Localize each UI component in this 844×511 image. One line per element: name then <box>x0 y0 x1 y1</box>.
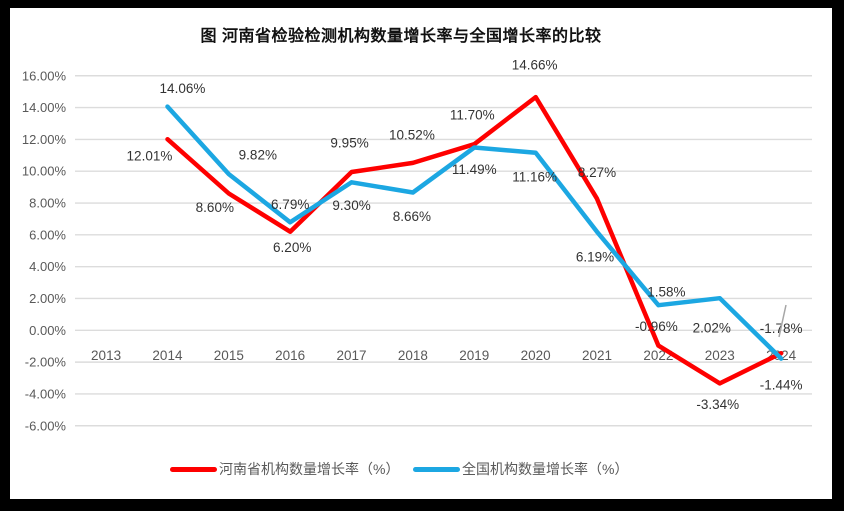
data-label: 9.95% <box>330 136 368 151</box>
data-label: 8.60% <box>196 200 234 215</box>
y-axis-tick-label: 14.00% <box>22 100 67 115</box>
legend-item-national[interactable]: 全国机构数量增长率（%） <box>413 460 628 478</box>
y-axis-tick-label: 12.00% <box>22 132 67 147</box>
series-line-1[interactable] <box>165 104 784 361</box>
x-axis-tick-label: 2023 <box>705 348 735 363</box>
data-label: -0.96% <box>635 319 678 334</box>
x-axis-tick-label: 2017 <box>337 348 367 363</box>
data-label: 12.01% <box>127 149 173 164</box>
y-axis-tick-label: 6.00% <box>29 227 66 242</box>
data-label: 11.70% <box>450 108 495 123</box>
y-axis-tick-label: 10.00% <box>22 164 67 179</box>
data-label: 2.02% <box>693 321 731 336</box>
x-axis-tick-label: 2019 <box>459 348 489 363</box>
x-axis-tick-label: 2020 <box>521 348 551 363</box>
data-label: 9.30% <box>332 198 370 213</box>
y-axis-tick-label: 16.00% <box>22 68 67 83</box>
data-label: -1.44% <box>760 378 803 393</box>
x-axis-tick-label: 2015 <box>214 348 244 363</box>
data-label: 14.66% <box>512 58 558 73</box>
national-series-swatch <box>413 466 460 472</box>
cursor-artifact <box>778 304 787 338</box>
x-axis-tick-label: 2016 <box>275 348 305 363</box>
x-axis-tick-label: 2014 <box>152 348 183 363</box>
data-label: 6.19% <box>576 249 614 264</box>
data-label: -3.34% <box>696 397 739 412</box>
y-axis-tick-label: -6.00% <box>25 418 67 433</box>
data-label: 10.52% <box>389 127 435 142</box>
y-axis-tick-label: -4.00% <box>25 386 67 401</box>
data-label: 9.82% <box>239 148 277 163</box>
x-axis-tick-label: 2021 <box>582 348 612 363</box>
y-axis-tick-label: 8.00% <box>29 196 66 211</box>
data-label: 11.49% <box>452 162 497 177</box>
line-chart-plot-area[interactable]: 16.00% 14.00% 12.00% 10.00% 8.00% 6.00% 4.00% 2… <box>10 8 832 499</box>
data-label: 14.06% <box>160 81 206 96</box>
chart-legend: 河南省机构数量增长率（%） 全国机构数量增长率（%） <box>10 460 832 482</box>
y-axis-tick-label: 4.00% <box>29 259 66 274</box>
y-axis-tick-label: 0.00% <box>29 323 66 338</box>
y-axis-tick-label: -2.00% <box>25 355 67 370</box>
chart-title: 图 河南省检验检测机构数量增长率与全国增长率的比较 <box>200 28 602 45</box>
data-label: 6.79% <box>271 197 309 212</box>
data-label: 8.66% <box>393 209 431 224</box>
legend-label-national: 全国机构数量增长率（%） <box>462 461 629 477</box>
data-label: 8.27% <box>578 165 616 180</box>
legend-item-henan[interactable]: 河南省机构数量增长率（%） <box>170 460 399 478</box>
legend-label-henan: 河南省机构数量增长率（%） <box>219 461 400 477</box>
series-line-0[interactable] <box>165 94 784 386</box>
x-axis-tick-label: 2018 <box>398 348 428 363</box>
y-axis-tick-label: 2.00% <box>29 291 66 306</box>
data-label: 11.16% <box>512 169 557 184</box>
chart-frame: 图 河南省检验检测机构数量增长率与全国增长率的比较 16.00% 14.00% 12… <box>10 8 832 499</box>
data-label: 6.20% <box>273 240 311 255</box>
x-axis-tick-label: 2013 <box>91 348 121 363</box>
data-label: 1.58% <box>647 285 685 300</box>
henan-series-swatch <box>170 466 217 472</box>
